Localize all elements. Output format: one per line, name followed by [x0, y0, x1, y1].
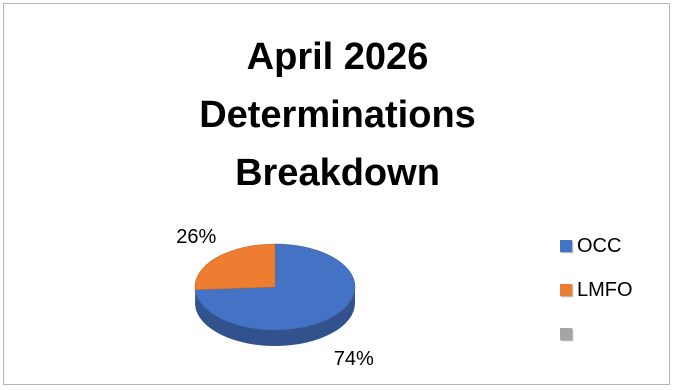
legend-item-occ: OCC: [560, 224, 633, 268]
data-label-lmfo: 26%: [176, 226, 216, 248]
legend-item-3: [560, 312, 633, 356]
pie-side-0: [195, 287, 355, 346]
legend: OCC LMFO: [560, 224, 633, 356]
legend-swatch-occ: [560, 240, 572, 252]
pie-slice-lmfo: [194, 243, 276, 291]
legend-label-lmfo: LMFO: [577, 278, 633, 301]
chart-title: April 2026 Determinations Breakdown: [0, 28, 675, 202]
legend-item-lmfo: LMFO: [560, 268, 633, 312]
chart-title-line-2: Determinations: [199, 94, 476, 136]
legend-label-occ: OCC: [577, 234, 622, 257]
legend-swatch-lmfo: [560, 284, 572, 296]
chart-title-line-3: Breakdown: [235, 152, 440, 194]
data-label-occ: 74%: [334, 348, 374, 370]
chart-title-line-1: April 2026: [246, 36, 429, 78]
legend-swatch-3: [560, 328, 572, 340]
